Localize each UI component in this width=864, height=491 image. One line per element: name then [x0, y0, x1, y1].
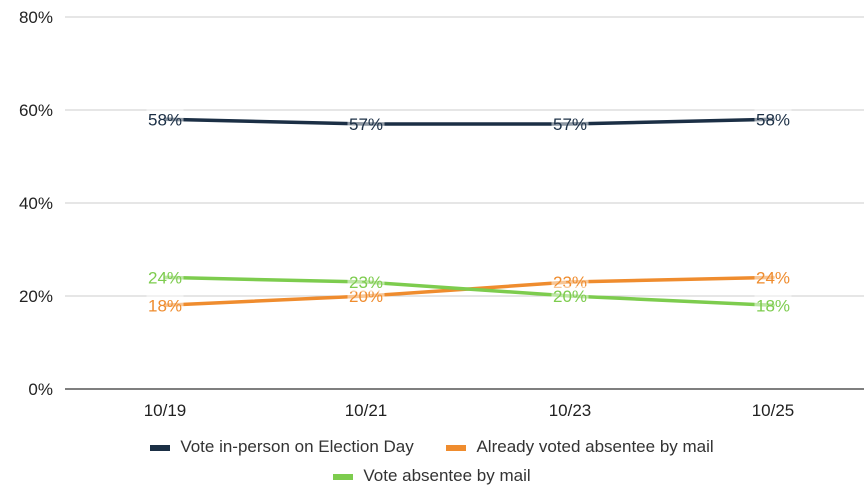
legend-label-already-voted: Already voted absentee by mail	[476, 437, 714, 456]
data-label: 57%	[349, 115, 383, 134]
data-label-bg	[146, 109, 184, 130]
data-label-bg	[551, 286, 589, 306]
x-tick-label: 10/21	[345, 401, 388, 420]
x-tick-label: 10/19	[144, 401, 187, 420]
data-label: 20%	[553, 287, 587, 306]
x-tick-label: 10/23	[549, 401, 592, 420]
legend-item-in-person: Vote in-person on Election Day	[150, 437, 414, 457]
data-label: 58%	[756, 110, 790, 129]
legend-row-2: Vote absentee by mail	[0, 466, 864, 486]
data-label: 24%	[148, 268, 182, 287]
data-label-bg	[347, 113, 385, 134]
series-line-vote-in-person-on-election-day	[163, 117, 775, 126]
legend-swatch-in-person	[150, 444, 171, 451]
data-label: 57%	[553, 115, 587, 134]
data-label-bg	[347, 272, 385, 293]
legend-item-absentee: Vote absentee by mail	[333, 466, 531, 486]
y-tick-label: 40%	[19, 194, 53, 213]
series-line-vote-absentee-by-mail	[163, 275, 775, 308]
y-axis-ticks: 0% 20% 40% 60% 80%	[19, 8, 53, 399]
legend-swatch-already-voted	[446, 444, 467, 451]
legend-label-absentee: Vote absentee by mail	[363, 466, 531, 485]
legend-label-in-person: Vote in-person on Election Day	[180, 437, 414, 456]
x-axis-ticks: 10/19 10/21 10/23 10/25	[144, 401, 795, 420]
data-label: 23%	[349, 273, 383, 292]
legend-row-1: Vote in-person on Election Day Already v…	[0, 437, 864, 457]
y-tick-label: 60%	[19, 101, 53, 120]
legend-swatch-absentee	[333, 473, 354, 480]
legend-item-already-voted: Already voted absentee by mail	[446, 437, 714, 457]
data-label: 18%	[756, 296, 790, 315]
data-label-bg	[551, 113, 589, 134]
data-label: 24%	[756, 268, 790, 287]
data-label-bg	[146, 267, 184, 288]
data-label: 18%	[148, 296, 182, 315]
data-label-bg	[754, 109, 792, 130]
y-tick-label: 20%	[19, 287, 53, 306]
y-tick-label: 80%	[19, 8, 53, 27]
gridlines	[65, 16, 864, 390]
y-tick-label: 0%	[28, 380, 53, 399]
data-label-bg	[754, 295, 792, 316]
data-label: 58%	[148, 110, 182, 129]
series-lines	[163, 117, 775, 308]
data-label-bg	[754, 267, 792, 288]
data-label-bg	[146, 295, 184, 316]
x-tick-label: 10/25	[752, 401, 795, 420]
data-labels: 58% 57% 57% 58%18% 20%23% 24%24% 23%20% 18%	[146, 109, 792, 316]
